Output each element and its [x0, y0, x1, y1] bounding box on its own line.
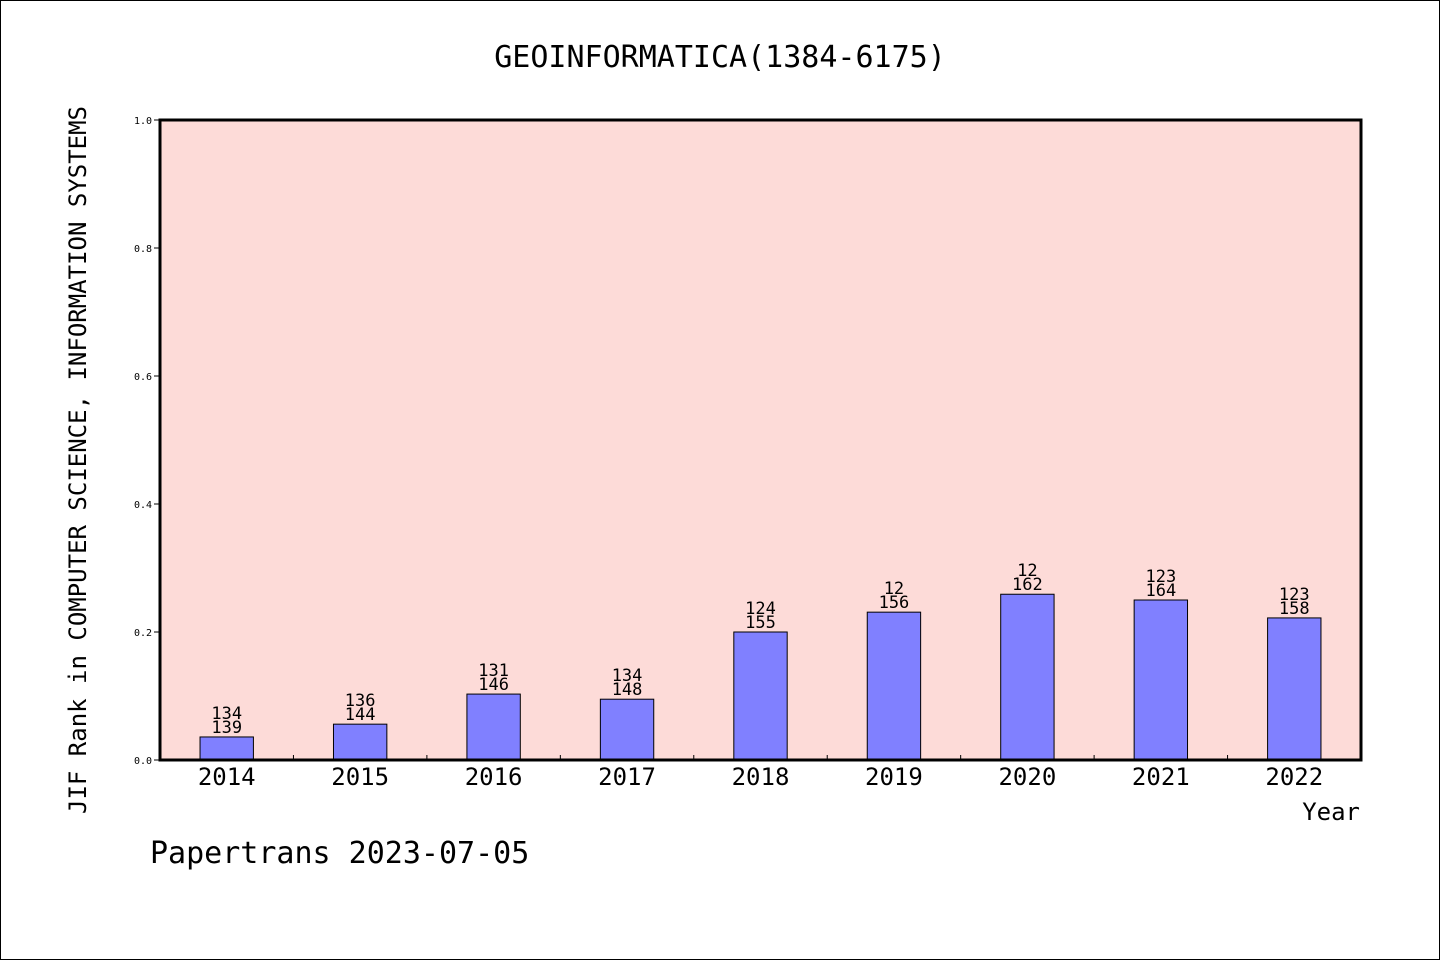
- x-tick-label: 2019: [865, 763, 923, 791]
- bar-rank-label: 123: [1279, 585, 1310, 605]
- bar: [599, 698, 655, 761]
- bar: [1133, 599, 1189, 761]
- bar-total-label: 146: [478, 675, 509, 695]
- bar: [866, 611, 922, 761]
- bar-total-label: 148: [612, 680, 643, 700]
- bar-total-label: 155: [745, 613, 776, 633]
- y-tick-label: 0.8: [134, 244, 152, 255]
- chart-title: GEOINFORMATICA(1384-6175): [494, 40, 946, 75]
- x-tick-label: 2022: [1265, 763, 1323, 791]
- bar: [332, 723, 388, 761]
- x-tick-label: 2018: [732, 763, 790, 791]
- bar: [199, 736, 254, 761]
- bar-rank-label: 12: [884, 579, 904, 599]
- plot-border: [158, 118, 1363, 762]
- y-tick-label: 0.2: [134, 628, 152, 639]
- x-tick-label: 2020: [998, 763, 1056, 791]
- x-tick-label: 2017: [598, 763, 656, 791]
- footer-credit: Papertrans 2023-07-05: [150, 836, 529, 871]
- bar-total-label: 158: [1279, 599, 1310, 619]
- bar-rank-label: 131: [478, 661, 509, 681]
- y-tick-label: 0.0: [134, 756, 152, 767]
- bar-rank-label: 134: [211, 704, 242, 724]
- x-tick-label: 2014: [198, 763, 256, 791]
- bar: [1000, 593, 1055, 761]
- y-axis-ticks: 0.0 0.2 0.4 0.6 0.8 1.0: [134, 116, 160, 767]
- bar-total-label: 164: [1145, 581, 1176, 601]
- bar-total-label: 162: [1012, 575, 1043, 595]
- y-tick-label: 1.0: [134, 116, 152, 127]
- bar: [733, 631, 788, 761]
- x-tick-label: 2021: [1132, 763, 1190, 791]
- x-tick-label: 2016: [465, 763, 523, 791]
- bar-total-label: 144: [345, 705, 376, 725]
- bar: [1267, 617, 1322, 761]
- bar-total-label: 139: [211, 718, 242, 738]
- bar-total-label: 156: [879, 593, 910, 613]
- y-axis-label: JIF Rank in COMPUTER SCIENCE, INFORMATIO…: [64, 106, 92, 814]
- bar-rank-label: 124: [745, 599, 776, 619]
- bar: [466, 693, 521, 761]
- y-tick-label: 0.6: [134, 372, 152, 383]
- x-axis-label: Year: [1302, 798, 1360, 826]
- bar-rank-label: 12: [1017, 561, 1037, 581]
- bar-rank-label: 136: [345, 691, 376, 711]
- bar-rank-label: 123: [1145, 567, 1176, 587]
- x-tick-label: 2015: [331, 763, 389, 791]
- x-axis-ticks: 2014 2015 2016 2017 2018 2019 2020 2021 2022: [198, 755, 1323, 791]
- bar-rank-label: 134: [612, 666, 643, 686]
- y-tick-label: 0.4: [134, 500, 152, 511]
